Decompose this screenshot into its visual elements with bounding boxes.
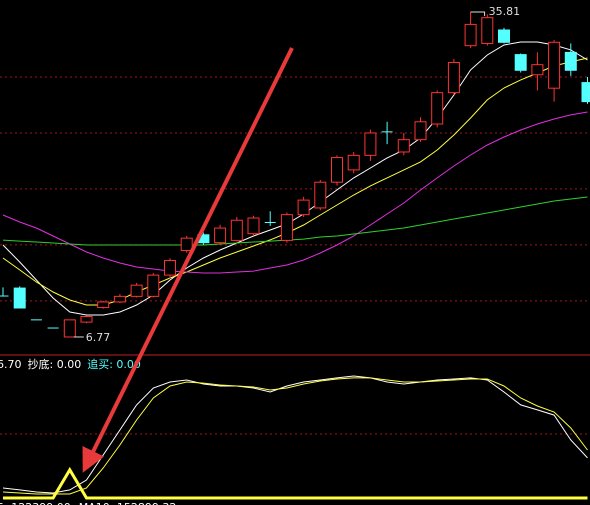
indicator-label: 抄底: 0.00: [28, 357, 82, 371]
candle-body: [97, 301, 110, 309]
candle-body: [230, 219, 243, 241]
candle-body: [297, 199, 310, 216]
candle-body: [130, 284, 143, 297]
candle-body: [481, 17, 494, 44]
candle-body: [498, 29, 510, 43]
line-series: [2, 57, 588, 306]
low-label: 6.77: [86, 331, 111, 344]
candle-body: [80, 316, 93, 323]
candle-body: [280, 214, 293, 241]
high-marker: [470, 11, 486, 16]
high-label: 35.81: [489, 5, 520, 18]
footer-label: MA10: 152899.32: [79, 501, 177, 505]
candle-body: [514, 54, 527, 71]
candle-body: [397, 139, 410, 153]
line-series: [2, 111, 588, 274]
footer-label: 5: 122399.00: [0, 501, 71, 505]
candle-body: [113, 295, 126, 303]
candle-body: [147, 274, 160, 297]
candle-body: [581, 82, 590, 103]
line-series: [2, 196, 588, 246]
candle-body: [414, 121, 427, 141]
candle-body: [447, 61, 460, 94]
line-series: [3, 466, 588, 500]
candle-body: [314, 181, 327, 209]
line-series: [2, 377, 588, 495]
candle-body: [531, 64, 544, 76]
candle-body: [464, 23, 477, 47]
candle-body: [214, 227, 227, 244]
candle-body: [331, 157, 343, 183]
candle-body: [347, 154, 360, 171]
candle-body: [180, 237, 193, 251]
candle-body: [247, 217, 260, 235]
candle-body: [63, 319, 76, 338]
indicator-label: 6.70: [0, 358, 22, 371]
candle-body: [364, 132, 377, 156]
candle-body: [548, 41, 561, 89]
pointer-arrow: [82, 47, 294, 473]
candle-body: [164, 260, 176, 276]
line-series: [2, 41, 588, 316]
indicator-label: 追买: 0.00: [87, 357, 141, 371]
candle-body: [564, 51, 577, 71]
candle-body: [13, 287, 26, 309]
plot-area: 35.81 6.77 6.70 抄底: 0.00 追买: 0.00 5: 122399.0…: [0, 5, 590, 505]
candle-body: [431, 92, 444, 125]
